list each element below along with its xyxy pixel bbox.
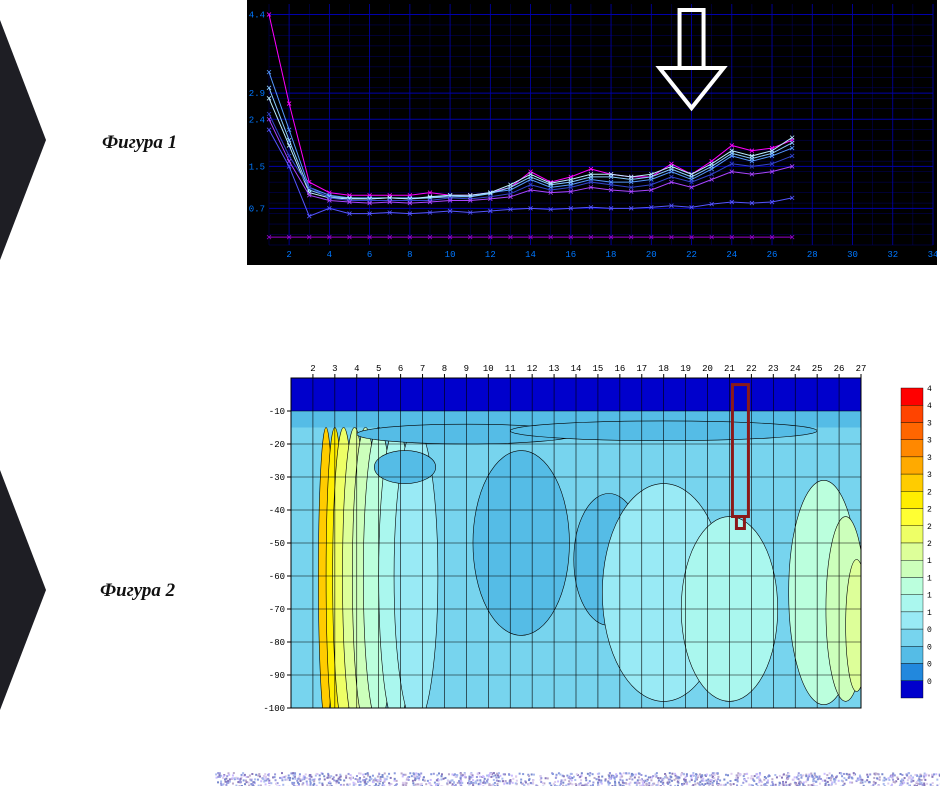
svg-text:2.84: 2.84 [927,488,933,497]
svg-text:4.4: 4.4 [249,10,265,20]
svg-text:2.58: 2.58 [927,506,933,515]
svg-text:1.29: 1.29 [927,592,933,601]
svg-text:2.4: 2.4 [249,115,265,125]
svg-text:12: 12 [527,364,538,374]
svg-text:26: 26 [834,364,845,374]
svg-text:6: 6 [367,250,372,260]
svg-text:0.7: 0.7 [249,204,265,214]
svg-text:22: 22 [686,250,697,260]
svg-text:24: 24 [726,250,737,260]
svg-text:-10: -10 [269,407,285,417]
svg-text:3.87: 3.87 [927,419,933,428]
svg-text:0.00: 0.00 [927,678,933,687]
svg-text:0.26: 0.26 [927,661,933,670]
svg-text:26: 26 [767,250,778,260]
svg-text:12: 12 [485,250,496,260]
svg-text:19: 19 [680,364,691,374]
svg-text:8: 8 [407,250,412,260]
svg-text:1.5: 1.5 [249,162,265,172]
svg-text:2: 2 [286,250,291,260]
svg-text:2.32: 2.32 [927,523,933,532]
svg-text:-60: -60 [269,572,285,582]
svg-text:21: 21 [724,364,735,374]
figure-2-label: Фигура 2 [100,580,175,602]
svg-text:14: 14 [571,364,582,374]
svg-text:4.13: 4.13 [927,402,933,411]
svg-text:9: 9 [464,364,469,374]
svg-text:4: 4 [354,364,359,374]
svg-text:4: 4 [327,250,332,260]
svg-text:18: 18 [606,250,617,260]
svg-text:34: 34 [928,250,937,260]
svg-text:22: 22 [746,364,757,374]
svg-text:-90: -90 [269,671,285,681]
svg-text:10: 10 [483,364,494,374]
svg-text:27: 27 [856,364,867,374]
figure-2-chart: 2345678910111213141516171819202122232425… [247,356,933,738]
svg-text:-80: -80 [269,638,285,648]
svg-text:24: 24 [790,364,801,374]
svg-text:25: 25 [812,364,823,374]
svg-text:7: 7 [420,364,425,374]
svg-text:2: 2 [310,364,315,374]
svg-text:11: 11 [505,364,516,374]
svg-text:15: 15 [593,364,604,374]
svg-text:2.06: 2.06 [927,540,933,549]
svg-text:0.77: 0.77 [927,626,933,635]
svg-text:2.9: 2.9 [249,89,265,99]
svg-text:14: 14 [525,250,536,260]
svg-text:28: 28 [807,250,818,260]
svg-text:-30: -30 [269,473,285,483]
svg-text:3.35: 3.35 [927,454,933,463]
svg-text:1.03: 1.03 [927,609,933,618]
svg-text:5: 5 [376,364,381,374]
svg-text:18: 18 [658,364,669,374]
svg-text:16: 16 [565,250,576,260]
svg-text:-100: -100 [263,704,285,714]
svg-text:23: 23 [768,364,779,374]
svg-text:10: 10 [445,250,456,260]
svg-text:17: 17 [636,364,647,374]
svg-text:1.81: 1.81 [927,557,933,566]
svg-text:20: 20 [646,250,657,260]
svg-text:-50: -50 [269,539,285,549]
svg-text:-70: -70 [269,605,285,615]
svg-text:3.10: 3.10 [927,471,933,480]
decor-noise-strip [215,772,940,786]
svg-text:32: 32 [887,250,898,260]
figure-1-chart: 0.71.52.42.94.42468101214161820222426283… [247,0,937,265]
svg-text:-20: -20 [269,440,285,450]
svg-text:4.39: 4.39 [927,385,933,394]
svg-text:3: 3 [332,364,337,374]
svg-text:1.55: 1.55 [927,574,933,583]
svg-text:13: 13 [549,364,560,374]
svg-text:16: 16 [614,364,625,374]
svg-text:30: 30 [847,250,858,260]
svg-text:20: 20 [702,364,713,374]
svg-text:6: 6 [398,364,403,374]
svg-text:-40: -40 [269,506,285,516]
svg-text:8: 8 [442,364,447,374]
svg-text:3.61: 3.61 [927,437,933,446]
figure-1-label: Фигура 1 [102,132,177,154]
svg-text:0.52: 0.52 [927,643,933,652]
